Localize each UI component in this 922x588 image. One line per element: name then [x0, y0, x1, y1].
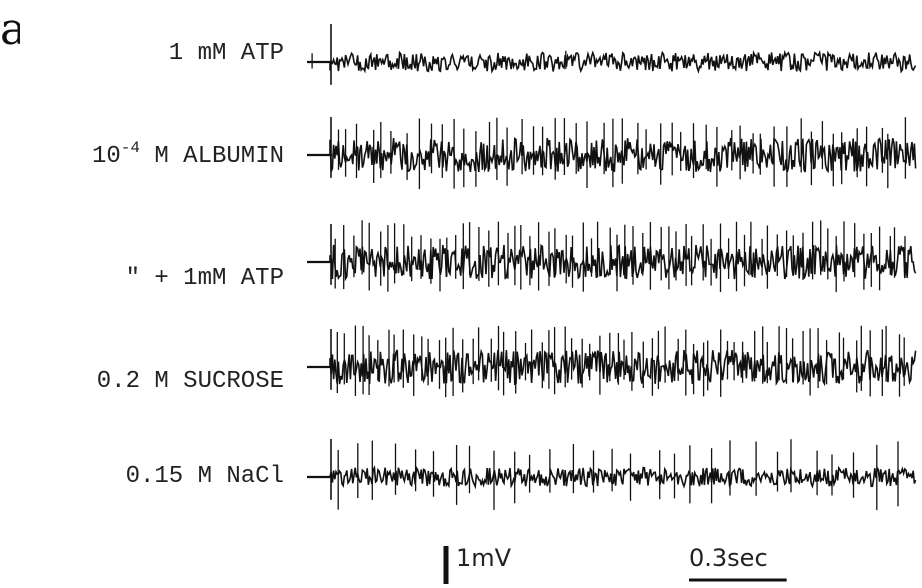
trace-label-text: 0.2 M SUCROSE	[96, 368, 284, 395]
trace-label: " + 1mM ATP	[126, 267, 284, 291]
trace-series	[307, 117, 917, 190]
trace-series	[307, 325, 917, 398]
noise-trace	[329, 243, 917, 282]
noise-trace	[329, 465, 917, 490]
time-scale-label: 0.3sec	[689, 544, 768, 572]
voltage-scale-label: 1mV	[456, 544, 512, 572]
noise-trace	[329, 49, 917, 74]
noise-trace	[329, 348, 917, 387]
trace-label: 0.15 M NaCl	[126, 465, 284, 489]
trace-label-text: 1 mM ATP	[168, 40, 284, 67]
trace-series	[307, 439, 917, 511]
trace-label-exponent: -4	[120, 139, 140, 157]
trace-label: 0.2 M SUCROSE	[97, 370, 284, 394]
trace-label: 10-4 M ALBUMIN	[92, 140, 284, 169]
trace-label-rest: M ALBUMIN	[139, 143, 284, 170]
trace-series	[307, 24, 917, 85]
trace-label-text: 10	[91, 143, 121, 170]
panel-letter: a	[0, 8, 20, 52]
trace-label-text: 0.15 M NaCl	[125, 463, 284, 490]
trace-label-text: " + 1mM ATP	[125, 265, 284, 292]
trace-label: 1 mM ATP	[169, 42, 284, 66]
trace-series	[307, 220, 917, 293]
